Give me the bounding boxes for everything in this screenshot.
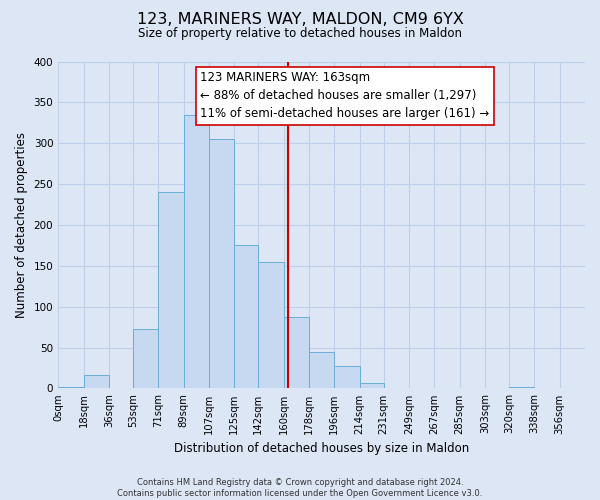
- Bar: [133, 329, 158, 388]
- Bar: [158, 192, 184, 388]
- Bar: [309, 352, 334, 389]
- Y-axis label: Number of detached properties: Number of detached properties: [15, 132, 28, 318]
- Bar: [83, 376, 109, 388]
- Text: 123 MARINERS WAY: 163sqm
← 88% of detached houses are smaller (1,297)
11% of sem: 123 MARINERS WAY: 163sqm ← 88% of detach…: [200, 72, 490, 120]
- Bar: [284, 316, 309, 388]
- Bar: [234, 246, 258, 388]
- X-axis label: Distribution of detached houses by size in Maldon: Distribution of detached houses by size …: [174, 442, 469, 455]
- Bar: [258, 262, 284, 388]
- Text: Size of property relative to detached houses in Maldon: Size of property relative to detached ho…: [138, 28, 462, 40]
- Bar: [334, 366, 359, 388]
- Bar: [509, 387, 534, 388]
- Text: Contains HM Land Registry data © Crown copyright and database right 2024.
Contai: Contains HM Land Registry data © Crown c…: [118, 478, 482, 498]
- Bar: [359, 382, 383, 388]
- Bar: [184, 114, 209, 388]
- Bar: [209, 139, 234, 388]
- Bar: [58, 387, 83, 388]
- Text: 123, MARINERS WAY, MALDON, CM9 6YX: 123, MARINERS WAY, MALDON, CM9 6YX: [137, 12, 463, 28]
